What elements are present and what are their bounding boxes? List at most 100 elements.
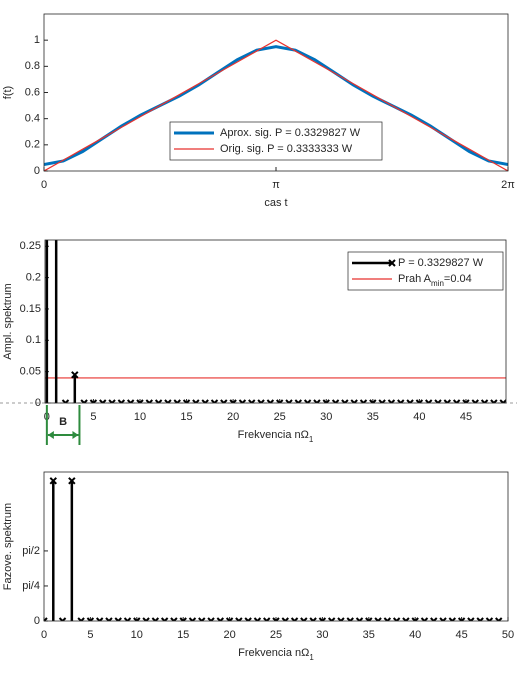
stem-marker	[327, 617, 336, 621]
stem-marker	[114, 617, 122, 621]
stem-marker	[86, 617, 95, 621]
y-tick-label: 0.2	[25, 139, 40, 151]
stem-marker	[117, 399, 126, 403]
stem-marker	[285, 399, 293, 403]
stem-marker	[275, 399, 284, 403]
stem-marker	[448, 617, 457, 621]
stem-marker	[415, 399, 424, 403]
y-tick-label: 0	[34, 165, 40, 177]
y-tick-label: 0.05	[20, 366, 41, 378]
stem-marker	[476, 617, 484, 621]
stem-marker	[58, 617, 67, 621]
stem-marker	[44, 617, 48, 621]
stem-marker	[220, 399, 228, 403]
y-axis-label: f(t)	[2, 86, 14, 99]
x-tick-label: 45	[455, 629, 467, 641]
stem-marker	[281, 617, 289, 621]
axes: 0 pi/4 pi/2 0 5 10 15 20 25 30 35 40 45 50 Frekvencia …	[2, 471, 514, 662]
stem-marker	[248, 399, 256, 403]
y-tick-label: 0.15	[20, 303, 41, 315]
legend-label-part: min	[431, 279, 444, 288]
stem-marker	[257, 399, 265, 403]
plot-area	[44, 472, 508, 621]
stem-marker	[68, 477, 76, 485]
stem-marker	[182, 399, 191, 403]
axes-frame	[43, 471, 509, 622]
y-tick-label: 0.8	[25, 60, 40, 72]
stem-marker	[272, 617, 280, 621]
stem-marker	[173, 399, 181, 403]
stem-marker	[485, 617, 494, 621]
stem-marker	[266, 399, 275, 403]
stem-marker	[145, 399, 154, 403]
stem-marker	[198, 617, 206, 621]
stem-marker	[378, 399, 386, 403]
stem-marker	[238, 399, 247, 403]
x-axis-label-part: 1	[309, 435, 314, 444]
y-tick-label: pi/4	[22, 580, 40, 592]
x-tick-label: 10	[134, 411, 146, 423]
stem-marker	[346, 617, 354, 621]
stem-marker	[229, 399, 237, 403]
stem-marker	[192, 399, 200, 403]
stem-marker	[406, 399, 414, 403]
x-tick-label: 40	[409, 629, 421, 641]
stem-marker	[490, 399, 498, 403]
y-tick-label: 0.4	[25, 113, 40, 125]
legend-label: Orig. sig. P = 0.3333333 W	[220, 143, 353, 155]
x-tick-label: 25	[274, 411, 286, 423]
x-axis-label-part: cas t	[264, 197, 287, 209]
stem-marker	[77, 617, 85, 621]
stem-marker	[369, 399, 377, 403]
stem-marker	[300, 617, 308, 621]
stem-marker	[170, 617, 178, 621]
x-tick-label: 15	[180, 411, 192, 423]
plot-content	[44, 39, 508, 171]
stem-marker	[89, 399, 98, 403]
x-tick-label: 25	[270, 629, 282, 641]
stem-marker	[420, 617, 429, 621]
stem-marker	[322, 399, 330, 403]
axes-frame	[43, 13, 509, 172]
stem-marker	[309, 617, 317, 621]
x-tick-label: 5	[90, 411, 96, 423]
stem-marker	[434, 399, 442, 403]
stem-marker	[207, 617, 215, 621]
x-tick-label: 40	[413, 411, 425, 423]
x-tick-label: 30	[316, 629, 328, 641]
stem-marker	[123, 617, 132, 621]
y-tick-label: 0.2	[26, 272, 41, 284]
stem-marker	[430, 617, 438, 621]
legend: Aprox. sig. P = 0.3329827 W Orig. sig. P …	[169, 121, 383, 161]
stem-marker	[480, 399, 489, 403]
stem-marker	[355, 617, 364, 621]
x-tick-label: 0	[41, 629, 47, 641]
y-axis-label: Ampl. spektrum	[2, 283, 14, 359]
stem-marker	[225, 617, 234, 621]
x-tick-label: 2π	[501, 179, 515, 191]
stem-marker	[290, 617, 299, 621]
stem-marker	[495, 617, 503, 621]
legend-label: P = 0.3329827 W	[398, 257, 484, 269]
stem-marker	[374, 617, 382, 621]
plot-content	[45, 240, 506, 403]
y-tick-label: 0.6	[25, 86, 40, 98]
stem-marker	[303, 399, 312, 403]
stem-marker	[411, 617, 419, 621]
x-tick-label: 20	[223, 629, 235, 641]
stem-marker	[136, 399, 144, 403]
stem-marker	[108, 399, 116, 403]
stem-marker	[331, 399, 340, 403]
legend-marker	[388, 259, 396, 267]
stem-marker	[105, 617, 113, 621]
legend-label-part: =0.04	[444, 273, 472, 285]
x-tick-label: π	[272, 179, 280, 191]
stem-marker	[235, 617, 243, 621]
stem-marker	[365, 617, 373, 621]
y-tick-label: 0	[35, 397, 41, 409]
stem-marker	[350, 399, 358, 403]
stem-marker	[263, 617, 271, 621]
legend-box	[347, 251, 504, 291]
y-axis-label: Fazove. spektrum	[2, 503, 14, 590]
stem-marker	[126, 399, 135, 403]
